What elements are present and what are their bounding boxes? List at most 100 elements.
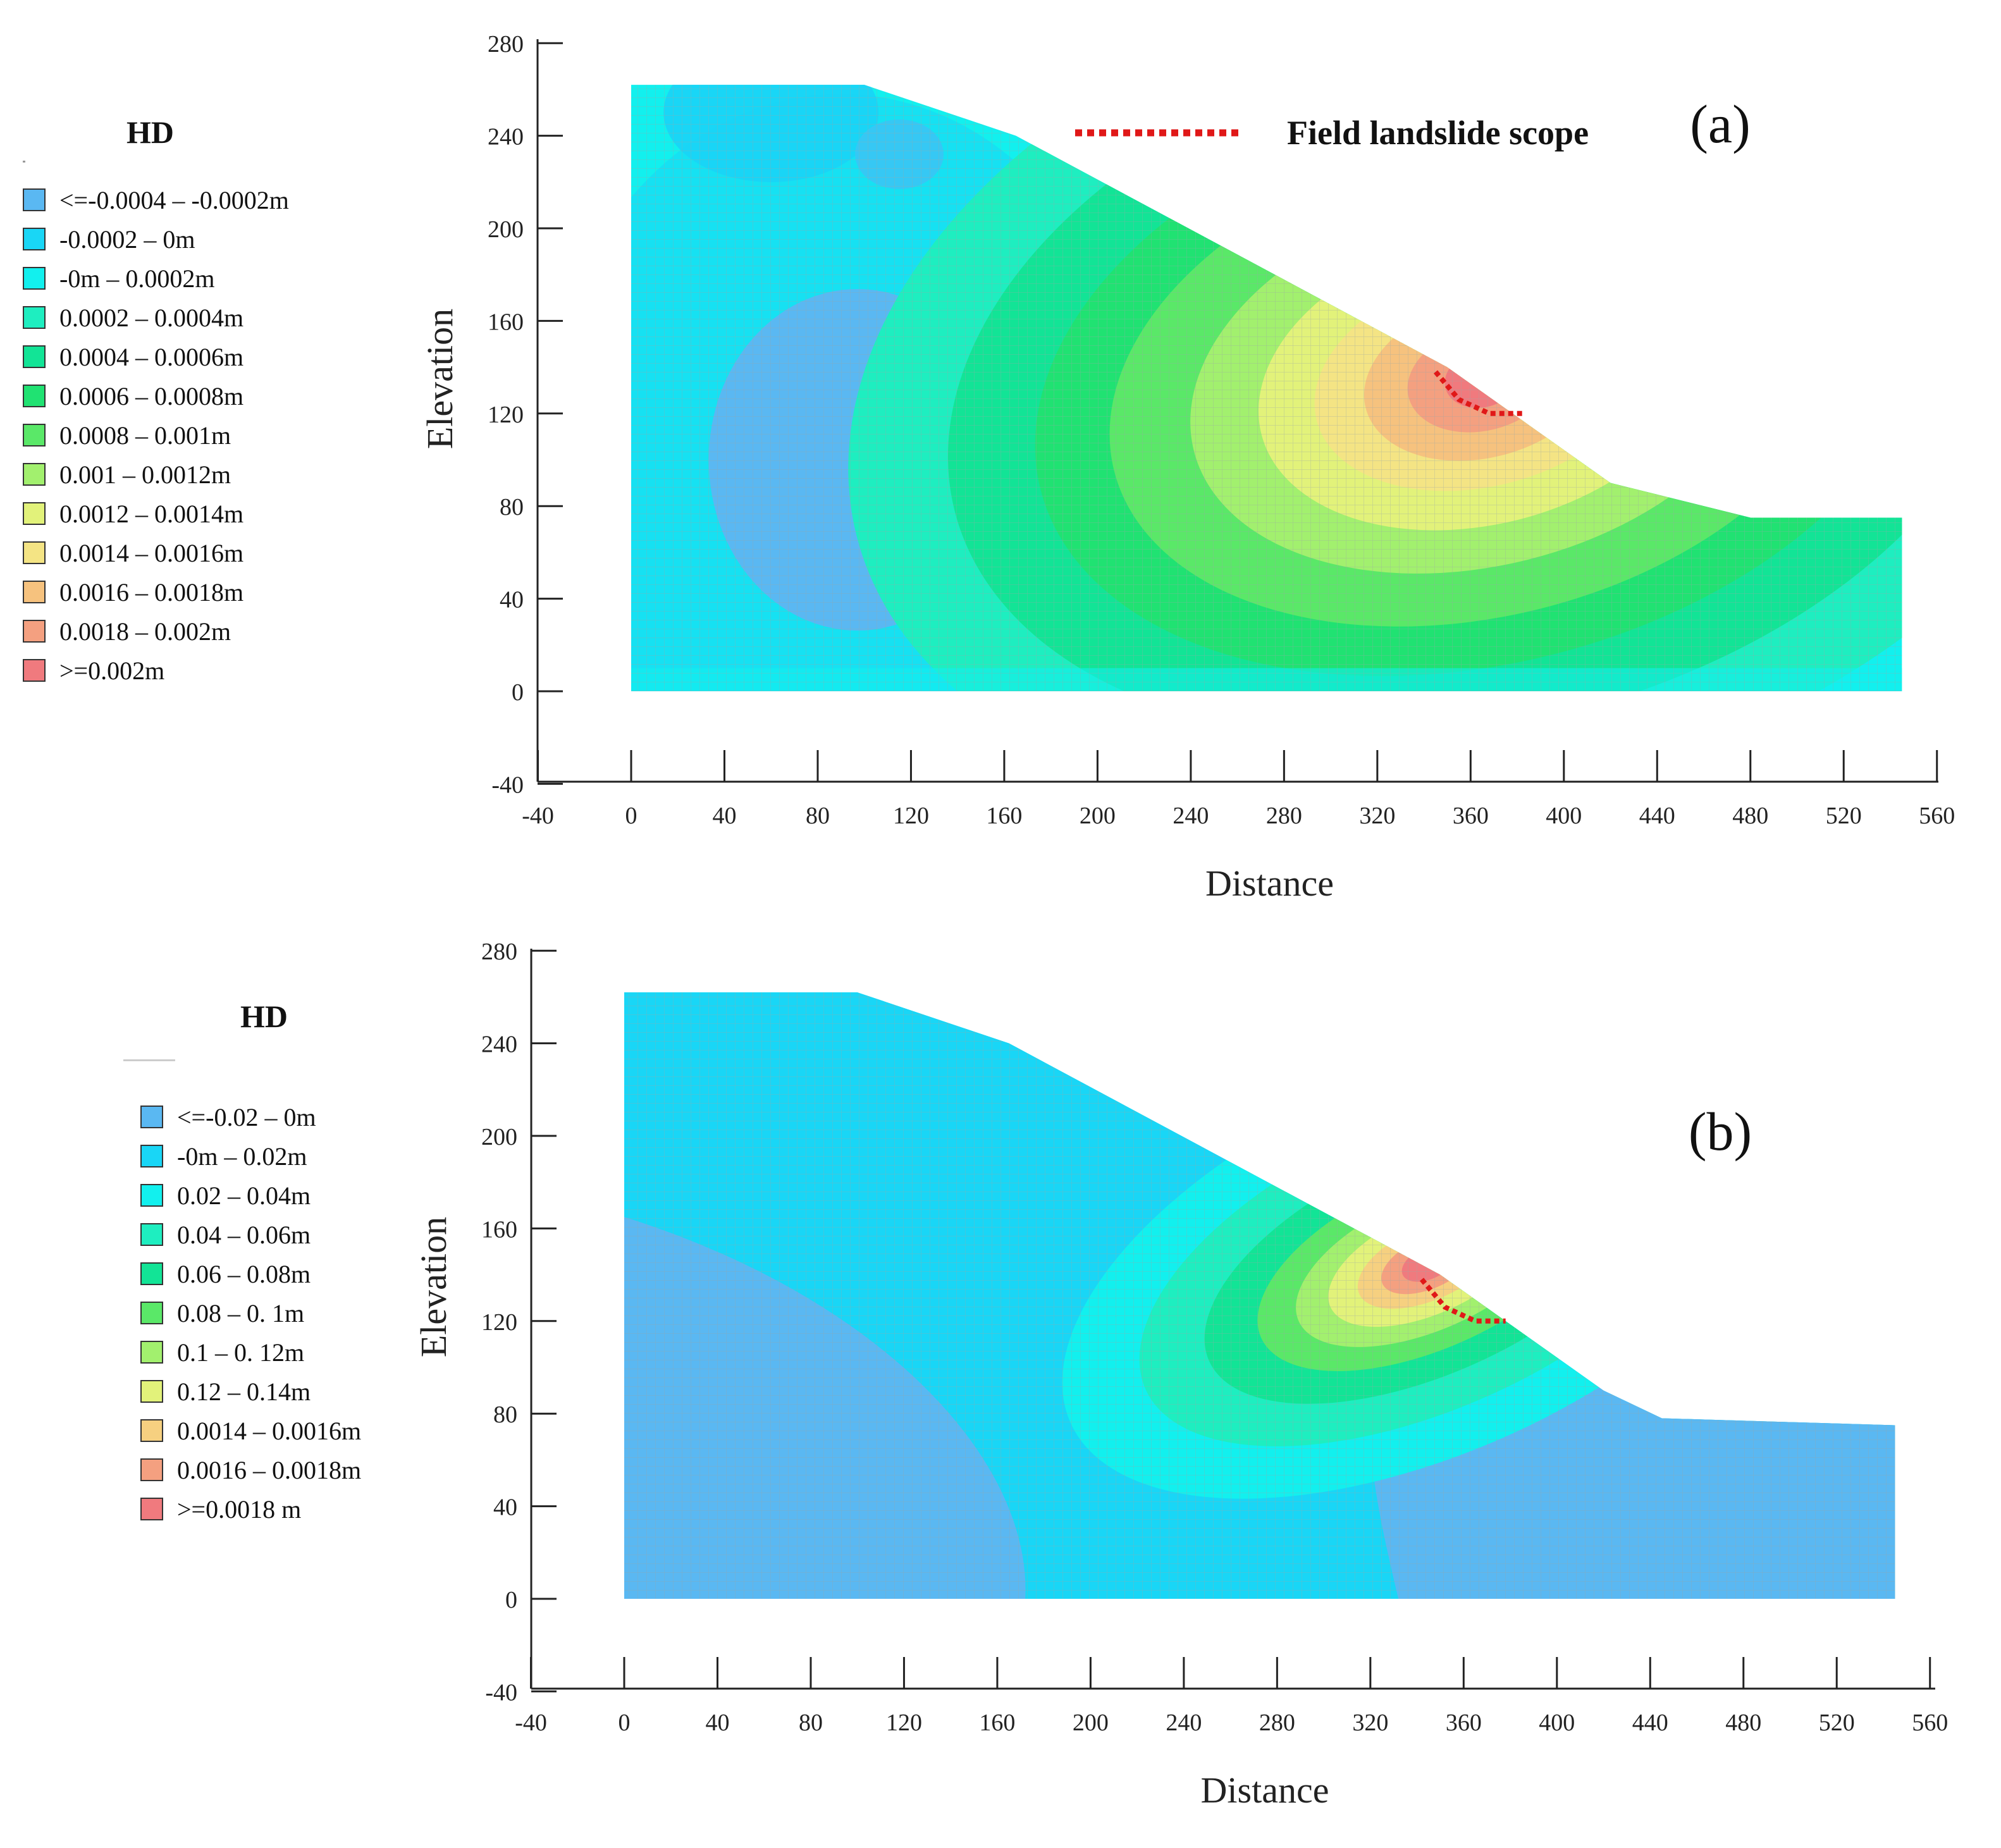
x-tick-label: 40 [705,1709,729,1736]
y-tick-label: 280 [481,939,517,965]
legend-item: >=0.002m [23,653,164,688]
legend-label: -0.0002 – 0m [59,225,195,254]
x-tick-label: 520 [1819,1709,1855,1736]
legend-label: 0.0014 – 0.0016m [59,538,244,567]
legend-swatch [140,1458,163,1481]
panel-label: (b) [1689,1101,1752,1162]
legend-item: <=-0.0004 – -0.0002m [23,182,289,218]
legend-item: 0.0016 – 0.0018m [23,574,243,610]
x-tick-label: -40 [515,1709,547,1736]
legend-swatch [140,1498,163,1520]
x-tick-label: 320 [1359,803,1395,829]
x-tick-label: 560 [1912,1709,1948,1736]
legend-item: 0.0018 – 0.002m [23,613,231,649]
legend-item: 0.0004 – 0.0006m [23,339,243,374]
x-axis-label: Distance [1201,1770,1329,1811]
y-tick-label: 240 [481,1032,517,1058]
legend-swatch [140,1223,163,1246]
mesh-overlay [624,992,1895,1599]
legend-swatch [23,659,46,682]
legend-item: 0.0014 – 0.0016m [140,1413,361,1448]
mesh-overlay [631,85,1902,692]
legend-item: -0.0002 – 0m [23,221,195,257]
x-tick-label: 120 [893,803,929,829]
y-tick-label: 80 [500,494,524,521]
contour-field [624,992,1895,1599]
legend-divider [123,1059,175,1061]
legend-item: 0.001 – 0.0012m [23,457,231,492]
legend-label: >=0.0018 m [177,1494,302,1524]
x-tick-label: 480 [1732,803,1768,829]
y-tick-label: 40 [493,1494,517,1521]
x-tick-label: 240 [1166,1709,1202,1736]
x-tick-label: 560 [1919,803,1955,829]
x-tick-label: 520 [1826,803,1862,829]
y-tick-label: 160 [481,1216,517,1243]
x-tick-label: 0 [625,803,637,829]
y-tick-label: 80 [493,1401,517,1428]
legend-swatch [140,1145,163,1167]
legend-label: 0.0018 – 0.002m [59,617,231,646]
legend-swatch [140,1184,163,1207]
legend-item: 0.1 – 0. 12m [140,1334,304,1370]
x-tick-label: 0 [619,1709,631,1736]
legend-swatch [140,1380,163,1403]
y-tick-label: -40 [485,1679,517,1706]
x-tick-label: 160 [986,803,1022,829]
legend-swatch [23,385,46,407]
legend-swatch [140,1341,163,1364]
legend-swatch [23,228,46,250]
legend-label: >=0.002m [59,656,165,685]
legend-label: 0.001 – 0.0012m [59,460,231,489]
legend-swatch [23,306,46,329]
y-tick-label: 200 [488,216,524,243]
legend-label: 0.08 – 0. 1m [177,1298,305,1327]
legend-item: 0.0012 – 0.0014m [23,496,243,531]
y-tick-label: -40 [491,772,524,798]
y-tick-label: 200 [481,1124,517,1150]
legend-swatch [23,541,46,564]
x-tick-label: 400 [1539,1709,1575,1736]
legend-item: -0m – 0.0002m [23,261,215,296]
x-axis-label: Distance [1205,863,1334,904]
x-tick-label: 440 [1639,803,1675,829]
legend-item: -0m – 0.02m [140,1138,307,1174]
legend-label: 0.0006 – 0.0008m [59,381,244,410]
legend-item: 0.0014 – 0.0016m [23,535,243,570]
legend-label: 0.0004 – 0.0006m [59,342,244,371]
chart-panel-a: HD <=-0.0004 – -0.0002m -0.0002 – 0m -0m – … [0,0,2001,917]
legend-label: -0m – 0.0002m [59,264,215,293]
legend-item: <=-0.02 – 0m [140,1099,316,1135]
landslide-scope-line [1433,370,1525,416]
x-tick-label: 320 [1352,1709,1388,1736]
legend-item: 0.0002 – 0.0004m [23,300,243,335]
chart-panel-b: HD <=-0.02 – 0m -0m – 0.02m 0.02 – 0.04m 0.0… [0,917,2001,1845]
legend-item: 0.02 – 0.04m [140,1178,311,1213]
legend-swatch [140,1302,163,1324]
legend-label: <=-0.0004 – -0.0002m [59,185,289,214]
legend-item: 0.0006 – 0.0008m [23,378,243,414]
legend-swatch [140,1106,163,1128]
legend-swatch [23,188,46,211]
legend-item: 0.06 – 0.08m [140,1256,311,1291]
legend-label: 0.0016 – 0.0018m [59,577,244,607]
legend-divider [23,161,25,163]
legend-swatch [23,581,46,603]
x-tick-label: 480 [1725,1709,1761,1736]
legend-swatch [140,1262,163,1285]
panel-label: (a) [1690,94,1750,154]
landslide-scope-line [1419,1278,1506,1324]
legend-swatch [23,267,46,290]
legend-swatch [23,424,46,447]
x-tick-label: 80 [806,803,830,829]
legend-label: 0.0008 – 0.001m [59,421,231,450]
legend-title: HD [126,114,174,150]
x-tick-label: 400 [1546,803,1582,829]
legend-label: -0m – 0.02m [177,1142,307,1171]
legend-item: 0.12 – 0.14m [140,1374,311,1409]
chart-a: -40 0 40 80 120 160 200 240 280 -40 0 40 80 120 160 200… [419,31,1955,904]
legend-swatch [23,620,46,643]
legend-label: 0.04 – 0.06m [177,1220,311,1249]
y-tick-label: 0 [505,1587,517,1613]
legend-label: 0.02 – 0.04m [177,1181,311,1210]
